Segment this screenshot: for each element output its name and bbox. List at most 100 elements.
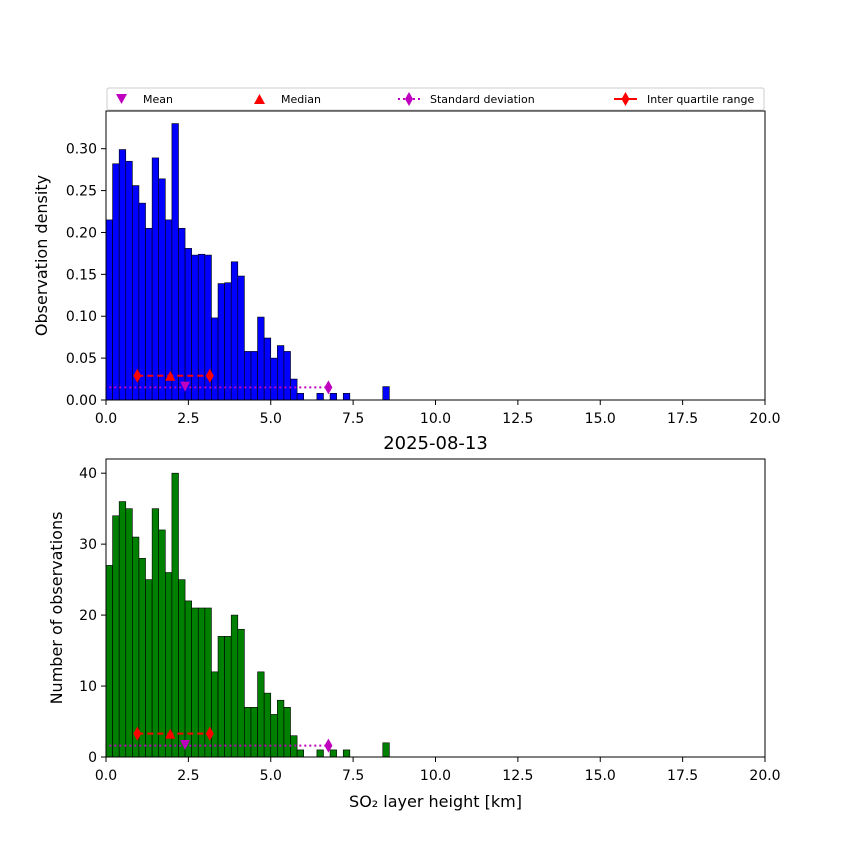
counts-bar (158, 529, 166, 758)
counts-bar (224, 636, 232, 758)
median-marker-icon (254, 94, 265, 104)
counts-bar (250, 707, 258, 758)
counts-bar (112, 515, 120, 758)
density-bar (224, 282, 232, 401)
counts-bar (138, 558, 146, 758)
density-bar (105, 219, 113, 401)
counts-bar (217, 636, 225, 758)
std-marker-icon (405, 92, 413, 106)
density-bar (132, 185, 140, 401)
density-x-tick-label: 20.0 (749, 411, 780, 427)
density-median-marker (165, 370, 176, 381)
counts-x-tick-label: 2.5 (177, 768, 199, 784)
counts-y-tick-label: 10 (79, 679, 97, 695)
counts-x-tick-label: 7.5 (342, 768, 364, 784)
counts-x-tick-label: 0.0 (95, 768, 117, 784)
legend-item-mean: Mean (116, 93, 173, 106)
density-stat-markers (109, 368, 333, 395)
density-x-tick-label: 2.5 (177, 411, 199, 427)
counts-bar (382, 742, 390, 758)
counts-std-marker (324, 738, 333, 753)
density-bar (184, 248, 192, 401)
density-bar (237, 275, 245, 401)
legend-label-std: Standard deviation (430, 93, 535, 106)
counts-bar (125, 508, 133, 758)
density-bar (158, 178, 166, 401)
density-bar (112, 163, 120, 401)
counts-bar (329, 749, 337, 758)
density-mean-marker (180, 381, 191, 392)
density-bar (270, 357, 278, 401)
counts-y-tick-label: 0 (88, 750, 97, 766)
legend-label-mean: Mean (143, 93, 173, 106)
density-y-tick-label: 0.25 (66, 184, 97, 200)
density-y-tick-label: 0.30 (66, 142, 97, 158)
density-bar (197, 253, 206, 401)
counts-bar (296, 749, 304, 758)
density-std-marker (324, 380, 333, 395)
density-y-tick-label: 0.15 (66, 267, 97, 283)
density-bar (296, 392, 304, 401)
counts-y-tick-label: 40 (79, 466, 97, 482)
density-x-tick-label: 7.5 (342, 411, 364, 427)
legend-item-median: Median (254, 93, 321, 106)
legend-item-iqr: Inter quartile range (614, 92, 754, 106)
density-x-tick-label: 5.0 (260, 411, 282, 427)
density-panel: 0.0 2.5 5.0 7.5 10.0 12.5 15.0 17.5 20.0 0.000.0… (32, 110, 781, 427)
counts-bar (145, 579, 153, 758)
counts-x-tick-label: 20.0 (749, 768, 780, 784)
density-x-tick-label: 10.0 (420, 411, 451, 427)
counts-x-tick-label: 5.0 (260, 768, 282, 784)
counts-bar (197, 607, 206, 758)
counts-bar (270, 714, 278, 758)
counts-y-tick-label: 30 (79, 537, 97, 553)
density-bar (125, 160, 133, 401)
counts-bar (244, 707, 252, 758)
counts-bar (230, 614, 239, 758)
counts-x-tick-label: 15.0 (585, 768, 616, 784)
counts-stat-markers (109, 726, 333, 753)
mean-marker-icon (116, 94, 127, 104)
density-bar (290, 378, 298, 401)
counts-bar (237, 628, 245, 758)
counts-bar (165, 572, 173, 758)
density-x-tick-label: 12.5 (502, 411, 533, 427)
density-bar (151, 157, 160, 401)
counts-bar (132, 536, 140, 758)
density-y-tick-label: 0.10 (66, 309, 97, 325)
counts-bar (277, 699, 285, 758)
density-bar (171, 123, 179, 401)
counts-panel: 2025-08-13 0.0 2.5 5.0 7.5 10.0 12.5 15.0 17.5 2… (47, 433, 781, 811)
legend-frame (106, 87, 765, 111)
density-bar (277, 345, 285, 401)
legend-label-median: Median (281, 93, 321, 106)
counts-y-tick-label: 20 (79, 608, 97, 624)
density-bar (217, 283, 225, 401)
density-x-ticks: 0.0 2.5 5.0 7.5 10.0 12.5 15.0 17.5 20.0 (95, 400, 781, 427)
density-bar (230, 261, 239, 401)
counts-bar (118, 501, 127, 758)
legend-item-std: Standard deviation (398, 92, 535, 106)
density-bar (250, 351, 258, 401)
density-bar (316, 392, 324, 401)
density-bars (105, 123, 390, 401)
counts-bar (283, 707, 291, 758)
density-bar (145, 227, 153, 401)
counts-bar (342, 749, 351, 758)
density-x-tick-label: 15.0 (585, 411, 616, 427)
counts-title: 2025-08-13 (383, 433, 488, 454)
counts-bar (316, 749, 324, 758)
counts-y-axis-label: Number of observations (47, 512, 66, 705)
counts-bar (151, 508, 160, 758)
counts-mean-marker (180, 739, 191, 750)
counts-bar (178, 579, 186, 758)
density-y-tick-label: 0.20 (66, 225, 97, 241)
density-iqr-marker (133, 368, 142, 383)
counts-iqr-marker (133, 726, 142, 741)
counts-bar (263, 692, 272, 758)
counts-bar (171, 472, 179, 758)
density-bar (382, 386, 390, 401)
iqr-marker-icon (621, 92, 630, 106)
density-y-tick-label: 0.05 (66, 351, 97, 367)
